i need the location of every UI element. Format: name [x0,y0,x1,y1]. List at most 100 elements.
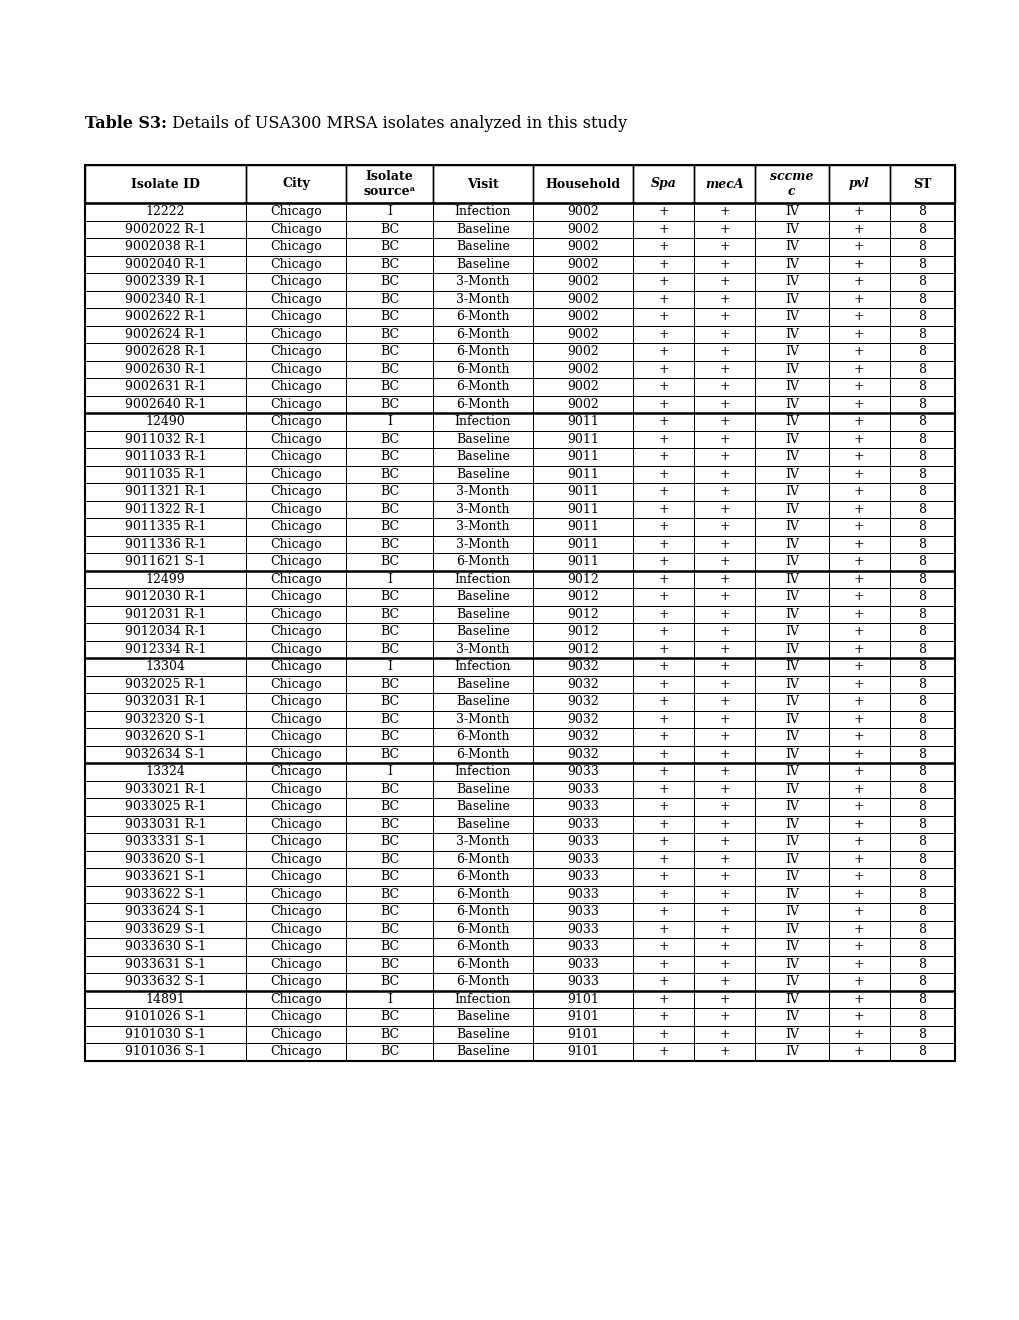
Bar [533,517,633,536]
Bar [345,676,433,693]
Bar [754,763,828,780]
Bar [433,165,533,203]
Text: 6-Month: 6-Month [455,310,510,323]
Bar [633,657,693,676]
Bar [85,799,246,816]
Bar [828,903,889,920]
Bar [85,238,246,256]
Bar [754,956,828,973]
Text: +: + [853,380,864,393]
Text: +: + [853,643,864,656]
Text: 8: 8 [917,363,925,376]
Text: +: + [718,923,729,936]
Bar [433,396,533,413]
Text: +: + [853,853,864,866]
Text: IV: IV [784,205,798,218]
Bar [85,256,246,273]
Bar [828,447,889,466]
Text: +: + [853,730,864,743]
Bar [246,203,345,220]
Bar [693,676,754,693]
Bar [633,220,693,238]
Text: +: + [718,205,729,218]
Bar [246,640,345,657]
Bar [889,378,954,396]
Text: +: + [853,590,864,603]
Text: BC: BC [379,223,398,236]
Text: +: + [853,713,864,726]
Bar [889,570,954,587]
Text: 9033620 S-1: 9033620 S-1 [125,853,206,866]
Text: 3-Month: 3-Month [455,520,510,533]
Text: 9011621 S-1: 9011621 S-1 [125,556,206,568]
Bar [433,587,533,606]
Text: Chicago: Chicago [270,433,322,446]
Text: BC: BC [379,923,398,936]
Bar [693,308,754,326]
Bar [345,816,433,833]
Bar [693,413,754,430]
Bar [889,710,954,729]
Text: Infection: Infection [454,205,511,218]
Text: 9002: 9002 [567,380,598,393]
Bar [533,203,633,220]
Bar [828,1043,889,1060]
Text: +: + [853,327,864,341]
Text: 8: 8 [917,1010,925,1023]
Bar [754,693,828,710]
Text: 3-Month: 3-Month [455,486,510,498]
Bar [889,816,954,833]
Bar [85,308,246,326]
Text: Baseline: Baseline [455,433,510,446]
Bar [85,466,246,483]
Text: +: + [718,486,729,498]
Bar [533,553,633,570]
Text: +: + [657,327,668,341]
Text: 8: 8 [917,783,925,796]
Text: +: + [853,450,864,463]
Text: BC: BC [379,327,398,341]
Text: 8: 8 [917,486,925,498]
Bar [889,869,954,886]
Bar [754,799,828,816]
Text: 8: 8 [917,327,925,341]
Bar [633,623,693,640]
Text: 9033: 9033 [567,888,598,900]
Text: +: + [718,257,729,271]
Text: BC: BC [379,590,398,603]
Text: BC: BC [379,906,398,919]
Bar [633,833,693,850]
Bar [828,729,889,746]
Text: 14891: 14891 [146,993,185,1006]
Bar [533,956,633,973]
Bar [889,729,954,746]
Bar [345,256,433,273]
Bar [633,430,693,447]
Bar [85,1026,246,1043]
Text: +: + [853,467,864,480]
Bar [433,553,533,570]
Text: 9033: 9033 [567,766,598,779]
Bar [345,1026,433,1043]
Bar [345,553,433,570]
Bar [533,990,633,1008]
Bar [533,623,633,640]
Bar [246,1043,345,1060]
Bar [693,956,754,973]
Bar [246,956,345,973]
Text: 9002340 R-1: 9002340 R-1 [124,293,206,306]
Text: BC: BC [379,1045,398,1059]
Text: +: + [853,747,864,760]
Bar [889,833,954,850]
Text: +: + [718,1028,729,1040]
Bar [433,640,533,657]
Bar [693,326,754,343]
Text: +: + [718,590,729,603]
Text: IV: IV [784,346,798,358]
Bar [433,920,533,939]
Bar [693,290,754,308]
Bar [85,343,246,360]
Bar [889,220,954,238]
Bar [533,360,633,378]
Text: +: + [657,958,668,970]
